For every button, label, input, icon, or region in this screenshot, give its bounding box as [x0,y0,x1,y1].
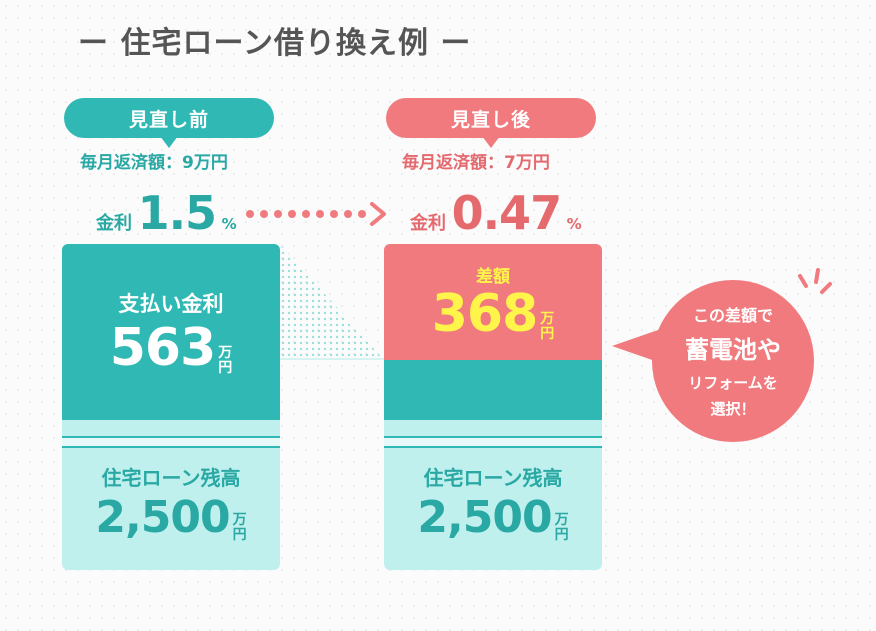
bubble-line-2: 蓄電池や [685,336,781,364]
emphasis-sparks-icon [798,268,832,294]
savings-callout-bubble: この差額で 蓄電池や リフォームを 選択！ [652,280,814,442]
after-balance-value: 2,500 [417,492,552,543]
before-panel: 支払い金利 563 万円 住宅ローン残高 2,500 万円 [62,244,280,570]
before-tag-pointer [160,136,178,148]
before-rate-unit: % [221,215,237,233]
before-interest-rate: 金利 1.5 % [96,186,237,240]
after-rate-value: 0.47 [451,186,562,240]
before-rate-value: 1.5 [137,186,217,240]
before-interest-unit: 万円 [218,344,233,376]
after-interest-rate: 金利 0.47 % [410,186,582,240]
before-interest-amount: 563 万円 [62,318,280,378]
interest-reduction-connector [280,244,384,360]
after-monthly-payment: 毎月返済額：7万円 [402,153,550,173]
before-interest-block [62,244,280,420]
bubble-line-3: リフォームを [688,374,778,392]
after-panel: 差額 368 万円 住宅ローン残高 2,500 万円 [384,244,602,570]
bubble-line-4: 選択！ [710,400,756,418]
before-tag: 見直し前 [64,98,274,138]
after-diff-value: 368 [431,284,539,344]
before-balance-label: 住宅ローン残高 [101,466,241,490]
before-interest-label: 支払い金利 [118,292,224,316]
after-rate-unit: % [566,215,582,233]
after-tag: 見直し後 [386,98,596,138]
after-diff-block [384,244,602,360]
before-break-line [62,436,280,448]
bubble-pointer [612,330,658,362]
after-diff-amount: 368 万円 [384,284,602,344]
after-break-line [384,436,602,448]
after-balance-label: 住宅ローン残高 [423,466,563,490]
after-balance-amount: 2,500 万円 [384,492,602,543]
after-balance-unit: 万円 [554,511,569,543]
before-balance-value: 2,500 [95,492,230,543]
page-title: ー 住宅ローン借り換え例 ー [78,26,472,61]
before-monthly-payment: 毎月返済額：9万円 [80,153,228,173]
before-balance-amount: 2,500 万円 [62,492,280,543]
before-interest-value: 563 [109,318,217,378]
after-interest-block [384,360,602,420]
after-rate-label: 金利 [410,213,446,234]
bubble-line-1: この差額で [692,306,773,325]
after-diff-unit: 万円 [540,310,555,342]
before-rate-label: 金利 [96,213,132,234]
after-tag-pointer [482,136,500,148]
before-balance-unit: 万円 [232,511,247,543]
after-diff-label: 差額 [476,267,510,287]
dotted-arrow-icon [246,202,386,226]
